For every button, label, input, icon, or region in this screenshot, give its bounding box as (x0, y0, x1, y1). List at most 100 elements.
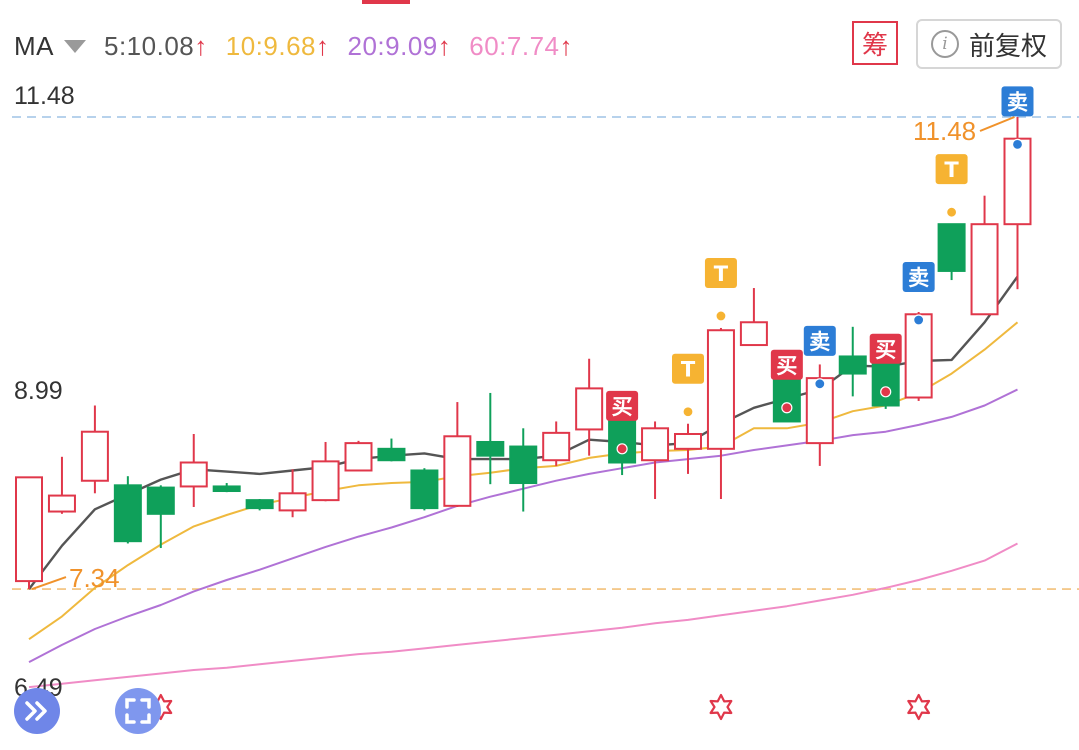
candle-body (970, 223, 999, 316)
candle-27 (904, 311, 933, 401)
high-annotation-leader (979, 116, 1015, 132)
buy-signal-label: 买 (776, 354, 797, 378)
candle-body (212, 485, 241, 493)
candle-2 (80, 405, 109, 494)
candle-body (278, 492, 307, 512)
t-signal-label: T (944, 158, 959, 182)
candle-body (245, 499, 274, 510)
candle-body (1003, 137, 1032, 226)
candle-28 (937, 223, 966, 281)
candle-body (410, 469, 439, 510)
candle-body (47, 494, 76, 513)
t-signal-dot (682, 406, 694, 418)
candle-body (509, 445, 538, 485)
candle-body (476, 440, 505, 457)
ma-selector-label[interactable]: MA (14, 30, 54, 61)
ma60-arrow-icon: ↑ (559, 30, 573, 61)
buy-signal-badge (606, 390, 639, 421)
star-event-icon (709, 693, 733, 721)
candle-22 (739, 288, 768, 347)
buy-signal-dot (781, 402, 793, 414)
candle-6 (212, 483, 241, 493)
sell-signal-badge (902, 261, 935, 292)
buy-signal-label: 买 (875, 338, 896, 362)
candle-21 (706, 327, 735, 499)
t-signal-dot (715, 310, 727, 322)
candle-body (179, 461, 208, 488)
candle-5 (179, 433, 208, 507)
candle-20 (674, 423, 702, 474)
candle-body (904, 313, 933, 399)
sell-signal-dot (913, 314, 925, 326)
buy-signal-badge (869, 333, 902, 364)
t-signal-badge (704, 257, 737, 288)
candle-13 (443, 402, 472, 507)
candle-body (805, 377, 834, 445)
t-signal-label: T (714, 262, 729, 286)
candle-26 (871, 359, 900, 409)
t-signal-label: T (681, 358, 696, 382)
candle-body (871, 363, 900, 407)
sell-signal-badge (1001, 86, 1034, 117)
candle-body (344, 442, 373, 472)
ma10-value: 10:9.68 (225, 30, 316, 61)
candle-body (641, 427, 670, 462)
fullscreen-button[interactable] (115, 688, 161, 734)
candle-body (937, 223, 966, 272)
candle-11 (377, 438, 406, 462)
sell-signal-label: 卖 (809, 330, 830, 354)
candle-body (311, 460, 340, 502)
candle-0 (15, 476, 43, 590)
candle-body (706, 329, 735, 450)
expand-icon (125, 698, 151, 724)
candle-8 (278, 469, 307, 518)
chip-distribution-button[interactable]: 筹 (852, 21, 898, 65)
t-signal-dot (945, 206, 958, 218)
sell-signal-dot (1011, 138, 1024, 150)
price-label-high: 11.48 (14, 82, 75, 110)
candle-12 (410, 468, 439, 511)
ma5-arrow-icon: ↑ (194, 30, 208, 61)
ma10-arrow-icon: ↑ (316, 30, 330, 61)
candle-10 (344, 440, 373, 472)
candle-29 (970, 195, 999, 316)
double-chevron-icon (25, 701, 47, 721)
candle-16 (542, 421, 571, 466)
candle-body (838, 355, 867, 375)
low-price-annotation: 7.34 (69, 563, 120, 593)
candle-14 (476, 392, 505, 485)
candle-body (113, 484, 142, 543)
ma60-legend: 60:7.74↑ (469, 31, 573, 62)
forward-adjust-button[interactable]: i 前复权 (916, 19, 1062, 69)
candle-body (146, 486, 175, 515)
ma-legend: MA 5:10.08↑ 10:9.68↑ 20:9.09↑ 60:7.74↑ (14, 28, 591, 64)
candle-3 (113, 476, 142, 544)
candle-body (443, 435, 472, 507)
sell-signal-dot (814, 378, 826, 390)
candle-19 (641, 421, 670, 499)
ma5-legend: 5:10.08↑ (104, 31, 208, 62)
candle-17 (575, 358, 604, 456)
candle-9 (311, 441, 340, 502)
buy-signal-badge (770, 349, 803, 380)
ma5-value: 5:10.08 (104, 30, 195, 61)
candle-body (15, 476, 43, 583)
ma60-line (28, 542, 1018, 689)
candle-1 (47, 456, 76, 514)
candle-body (739, 321, 768, 347)
t-signal-badge (935, 154, 968, 185)
candle-30 (1003, 117, 1032, 290)
buy-signal-label: 买 (612, 395, 633, 419)
fast-forward-button[interactable] (14, 688, 60, 734)
price-label-mid: 8.99 (14, 377, 63, 405)
candle-body (80, 430, 109, 482)
candle-body (575, 387, 604, 431)
dropdown-triangle-icon[interactable] (64, 39, 86, 53)
ma60-value: 60:7.74 (469, 30, 560, 61)
high-price-annotation: 11.48 (913, 116, 976, 146)
info-icon[interactable]: i (930, 30, 959, 58)
candle-7 (245, 498, 274, 511)
ma20-value: 20:9.09 (347, 30, 438, 61)
low-annotation-leader (31, 576, 67, 591)
